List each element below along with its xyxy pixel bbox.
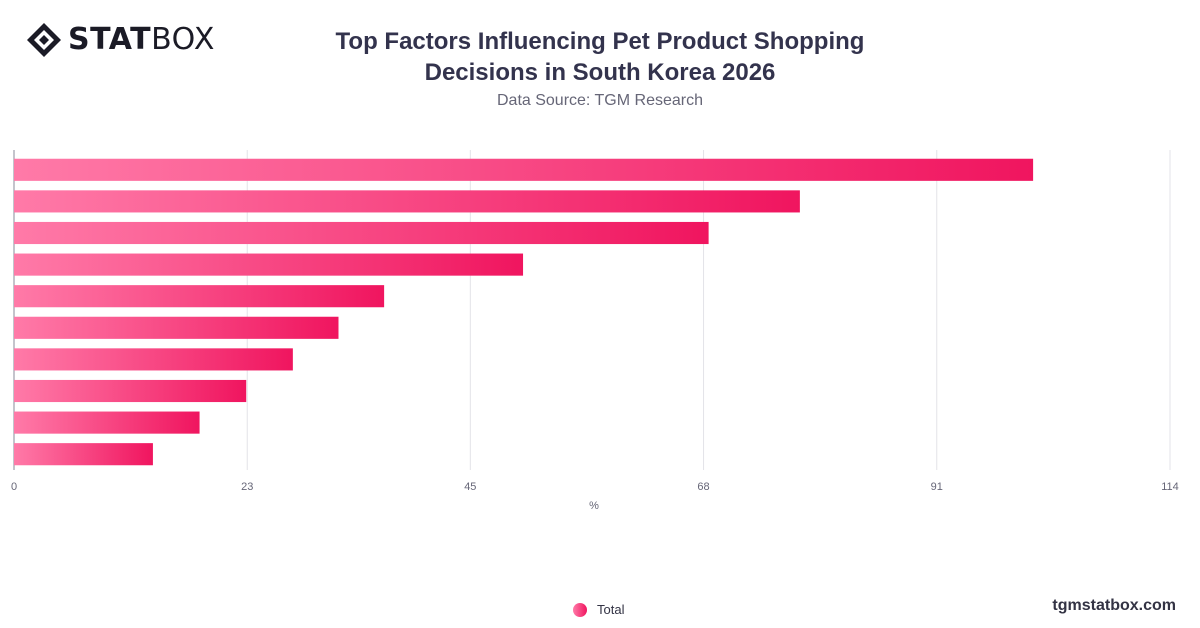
- chart-title: Top Factors Influencing Pet Product Shop…: [335, 28, 865, 86]
- x-axis-label: %: [589, 500, 599, 512]
- bar[interactable]: [14, 411, 200, 434]
- x-tick-label: 91: [931, 481, 943, 493]
- bar[interactable]: [14, 348, 293, 371]
- x-tick-label: 23: [241, 481, 253, 493]
- legend-swatch: [573, 602, 587, 617]
- bar[interactable]: [14, 379, 247, 403]
- chart-subtitle: Data Source: TGM Research: [496, 92, 703, 109]
- statbox-logo: STATBOX: [26, 22, 215, 58]
- bar[interactable]: [14, 285, 385, 308]
- bar[interactable]: [14, 158, 1034, 181]
- statbox-diamond-icon: [27, 23, 61, 57]
- site-url[interactable]: tgmstatbox.com: [1052, 597, 1176, 614]
- logo-wordmark: STATBOX: [68, 22, 215, 57]
- bar[interactable]: [14, 221, 709, 245]
- x-tick-label: 68: [697, 481, 709, 493]
- x-tick-label: 0: [11, 481, 17, 493]
- x-tick-label: 114: [1161, 481, 1179, 493]
- x-tick-label: 45: [464, 481, 476, 493]
- bar[interactable]: [14, 316, 339, 339]
- legend-label-total: Total: [597, 602, 625, 617]
- bar[interactable]: [14, 190, 800, 213]
- bar[interactable]: [14, 443, 153, 466]
- legend[interactable]: Total: [573, 602, 624, 617]
- bar[interactable]: [14, 253, 524, 276]
